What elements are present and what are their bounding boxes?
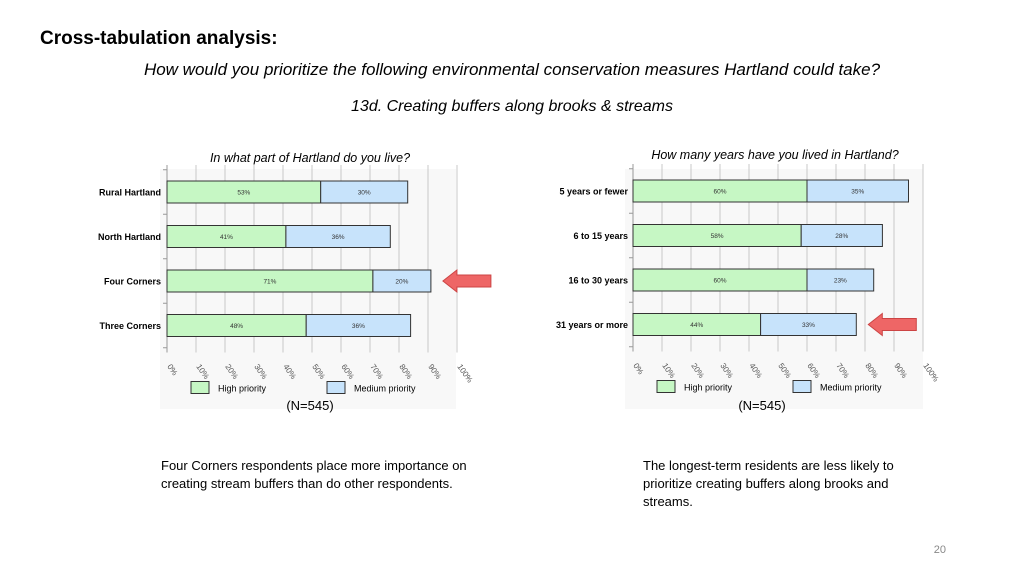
data-label: 71% — [263, 279, 276, 286]
data-label: 28% — [835, 233, 848, 240]
category-label: 31 years or more — [556, 320, 628, 330]
legend-label: Medium priority — [820, 383, 882, 393]
chart-area-of-hartland: 0% 10% 20% 30% 40% 50% 60% 70% 80% 90% 100%Rural H… — [98, 165, 492, 409]
data-label: 36% — [352, 323, 365, 330]
page-number: 20 — [933, 544, 946, 556]
bar-segment — [806, 179, 909, 203]
legend-label: High priority — [684, 383, 733, 393]
data-label: 23% — [834, 278, 847, 285]
bar-segment — [305, 314, 412, 337]
x-tick-label: 100% — [921, 361, 940, 383]
sample-size-note: (N=545) — [286, 398, 334, 413]
data-label: 41% — [220, 234, 233, 241]
category-label: Rural Hartland — [99, 188, 161, 198]
legend-swatch — [656, 380, 676, 393]
caption-right: The longest-term residents are less like… — [643, 458, 894, 509]
legend-swatch — [190, 381, 210, 394]
category-label: 16 to 30 years — [568, 276, 628, 286]
chart-title-area: In what part of Hartland do you live? — [209, 151, 411, 165]
bar-segment — [285, 225, 391, 248]
bar-segment — [372, 269, 432, 293]
bar-segment — [760, 313, 857, 336]
data-label: 58% — [711, 233, 724, 240]
bar-segment — [320, 180, 409, 204]
chart-years-in-hartland: 0% 10% 20% 30% 40% 50% 60% 70% 80% 90% 100%5 years… — [556, 164, 940, 409]
data-label: 35% — [851, 189, 864, 196]
legend-label: High priority — [218, 384, 267, 394]
data-label: 60% — [713, 278, 726, 285]
data-label: 30% — [358, 190, 371, 197]
category-label: North Hartland — [98, 232, 161, 242]
category-label: 5 years or fewer — [559, 187, 628, 197]
category-label: Four Corners — [104, 277, 161, 287]
survey-subquestion: 13d. Creating buffers along brooks & str… — [351, 98, 673, 115]
x-tick-label: 100% — [455, 362, 474, 384]
data-label: 20% — [395, 279, 408, 286]
bar-segment — [800, 224, 883, 247]
highlight-arrow-icon — [867, 312, 917, 337]
sample-size-note: (N=545) — [738, 398, 786, 413]
bar-segment — [806, 268, 875, 292]
category-label: Three Corners — [99, 321, 161, 331]
legend-swatch — [326, 381, 346, 394]
legend-label: Medium priority — [354, 384, 416, 394]
caption-left: Four Corners respondents place more impo… — [161, 458, 467, 491]
survey-question: How would you prioritize the following e… — [143, 60, 881, 79]
data-label: 53% — [237, 190, 250, 197]
chart-title-years: How many years have you lived in Hartlan… — [651, 148, 899, 162]
highlight-arrow-icon — [442, 268, 492, 294]
legend-swatch — [792, 380, 812, 393]
category-label: 6 to 15 years — [573, 231, 628, 241]
data-label: 33% — [802, 322, 815, 329]
slide-heading: Cross-tabulation analysis: — [40, 28, 278, 49]
data-label: 48% — [230, 323, 243, 330]
data-label: 36% — [332, 234, 345, 241]
data-label: 60% — [713, 189, 726, 196]
data-label: 44% — [690, 322, 703, 329]
